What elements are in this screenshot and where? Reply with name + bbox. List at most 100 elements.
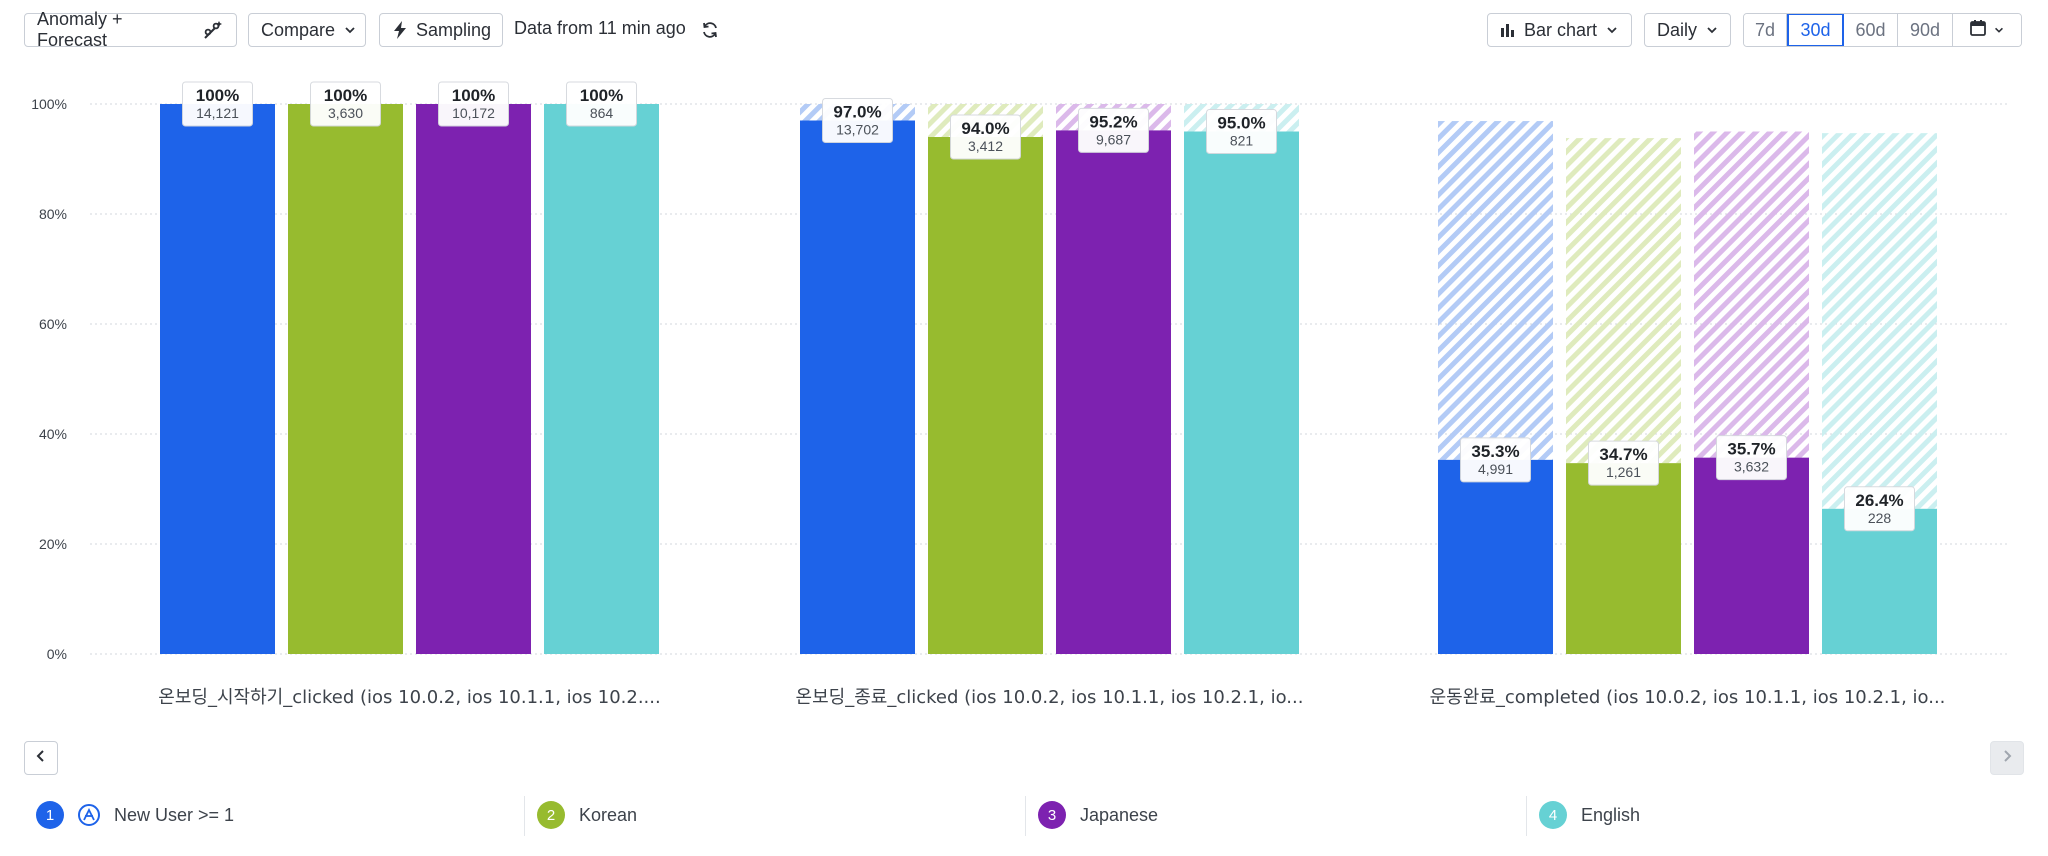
count-label: 13,702	[836, 122, 879, 138]
data-label-box	[1460, 437, 1531, 483]
legend-item-english[interactable]: 4 English	[1539, 790, 1640, 840]
conversion-bar	[928, 137, 1043, 654]
legend-label: English	[1581, 804, 1641, 825]
lightning-icon	[392, 20, 408, 40]
sampling-label: Sampling	[416, 19, 492, 40]
chevron-down-icon	[1605, 23, 1619, 37]
percent-label: 100%	[452, 86, 495, 105]
count-label: 9,687	[1096, 131, 1131, 147]
count-label: 3,632	[1734, 459, 1769, 475]
dropoff-bar	[1694, 131, 1809, 458]
count-label: 14,121	[196, 105, 239, 121]
legend-item-korean[interactable]: 2 Korean	[537, 790, 637, 840]
anomaly-forecast-button[interactable]: Anomaly + Forecast	[24, 9, 237, 50]
conversion-bar	[800, 120, 915, 654]
funnel-bar-chart: 0%20%40%60%80%100% 100%14,121100%3,63010…	[31, 81, 2008, 708]
conversion-bar	[1822, 508, 1937, 654]
conversion-bar	[1566, 463, 1681, 654]
category-label: 온보딩_시작하기_clicked (ios 10.0.2, ios 10.1.1…	[158, 687, 660, 708]
category-label: 운동완료_completed (ios 10.0.2, ios 10.1.1, …	[1430, 687, 1946, 708]
count-label: 3,412	[968, 138, 1003, 154]
data-label-box	[182, 81, 253, 127]
y-tick-label: 40%	[39, 426, 67, 442]
legend-number-badge: 3	[1038, 801, 1066, 829]
data-label-box	[822, 98, 893, 143]
legend-divider	[1526, 796, 1527, 836]
data-label-box	[950, 114, 1021, 160]
conversion-bar	[288, 104, 403, 654]
conversion-bar	[1438, 459, 1553, 654]
anomaly-forecast-label: Anomaly + Forecast	[37, 9, 123, 50]
count-label: 228	[1868, 510, 1892, 526]
conversion-bar	[544, 104, 659, 654]
chart-type-label: Bar chart	[1524, 19, 1598, 40]
legend-number-badge: 2	[537, 801, 565, 829]
calendar-dropdown[interactable]	[1953, 14, 2021, 46]
previous-page-button[interactable]	[24, 741, 58, 775]
y-tick-label: 100%	[31, 96, 67, 112]
percent-label: 97.0%	[833, 103, 881, 122]
compare-dropdown[interactable]: Compare	[248, 13, 366, 47]
dropoff-bar	[1566, 138, 1681, 464]
percent-label: 100%	[580, 86, 623, 105]
count-label: 1,261	[1606, 464, 1641, 480]
chart-type-dropdown[interactable]: Bar chart	[1487, 13, 1632, 47]
bar-chart-icon	[1500, 22, 1516, 38]
count-label: 864	[590, 105, 614, 121]
range-60d-button[interactable]: 60d	[1844, 14, 1898, 46]
legend-label: Korean	[579, 804, 638, 825]
chevron-left-icon	[34, 749, 48, 768]
chevron-down-icon	[343, 23, 357, 37]
data-label-box	[566, 81, 637, 127]
data-label-box	[438, 81, 509, 127]
conversion-bar	[1694, 457, 1809, 654]
dropoff-bar	[1822, 133, 1937, 509]
conversion-bar	[160, 104, 275, 654]
range-7d-button[interactable]: 7d	[1744, 14, 1787, 46]
compare-label: Compare	[261, 19, 336, 40]
next-page-button[interactable]	[1990, 741, 2024, 775]
chevron-down-icon	[1993, 20, 2005, 41]
refresh-icon[interactable]	[698, 18, 722, 42]
data-label-box	[1588, 440, 1659, 486]
count-label: 3,630	[328, 105, 363, 121]
sampling-button[interactable]: Sampling	[379, 13, 503, 47]
count-label: 4,991	[1478, 461, 1513, 477]
data-label-box	[1844, 486, 1915, 532]
percent-label: 35.3%	[1471, 442, 1519, 461]
percent-label: 95.0%	[1217, 114, 1265, 133]
range-90d-button[interactable]: 90d	[1898, 14, 1953, 46]
percent-label: 35.7%	[1727, 440, 1775, 459]
legend-divider	[1025, 796, 1026, 836]
range-30d-button[interactable]: 30d	[1787, 14, 1844, 46]
y-tick-label: 60%	[39, 316, 67, 332]
legend-divider	[524, 796, 525, 836]
chart-toolbar: Anomaly + Forecast Compare Sampling Data…	[0, 0, 2048, 60]
user-segment-icon	[78, 804, 100, 826]
y-tick-label: 20%	[39, 536, 67, 552]
interval-dropdown[interactable]: Daily	[1644, 13, 1731, 47]
percent-label: 95.2%	[1089, 112, 1137, 131]
percent-label: 26.4%	[1855, 491, 1903, 510]
legend-number-badge: 1	[36, 801, 64, 829]
legend-label: New User >= 1	[114, 804, 235, 825]
date-range-selector: 7d 30d 60d 90d	[1743, 13, 2022, 47]
legend-item-japanese[interactable]: 3 Japanese	[1038, 790, 1158, 840]
percent-label: 100%	[196, 86, 239, 105]
data-label-box	[1078, 107, 1149, 153]
legend-number-badge: 4	[1539, 801, 1567, 829]
conversion-bar	[1056, 130, 1171, 654]
percent-label: 100%	[324, 86, 367, 105]
legend-item-new-user[interactable]: 1 New User >= 1	[36, 790, 234, 840]
calendar-icon	[1969, 19, 1987, 42]
y-tick-label: 80%	[39, 206, 67, 222]
data-freshness-text: Data from 11 min ago	[514, 18, 686, 38]
y-tick-label: 0%	[47, 646, 67, 662]
anomaly-wand-icon	[202, 19, 224, 41]
data-label-box	[1206, 109, 1277, 154]
chart-legend: 1 New User >= 1 2 Korean 3 Japanese 4 En…	[0, 790, 2048, 840]
count-label: 10,172	[452, 105, 495, 121]
conversion-bar	[1184, 131, 1299, 654]
interval-label: Daily	[1657, 19, 1698, 40]
chevron-right-icon	[2000, 749, 2014, 768]
